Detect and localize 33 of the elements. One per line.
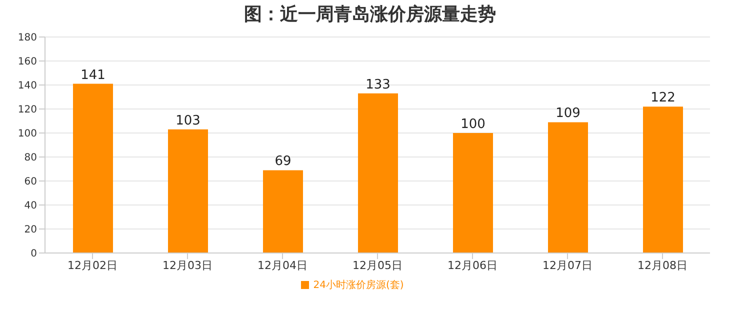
legend-label: 24小时涨价房源(套): [313, 280, 404, 291]
bar: [263, 170, 303, 253]
x-tick-label: 12月07日: [542, 258, 592, 272]
data-label: 100: [460, 117, 486, 132]
y-tick-label: 120: [18, 104, 37, 116]
bar: [73, 84, 113, 253]
y-tick-label: 0: [30, 248, 37, 260]
x-tick-label: 12月05日: [352, 258, 402, 272]
data-label: 122: [650, 90, 676, 106]
bar: [643, 106, 683, 253]
y-tick-label: 40: [24, 200, 37, 212]
y-tick-label: 160: [18, 56, 37, 68]
x-tick-label: 12月08日: [638, 258, 688, 272]
bar: [548, 122, 588, 253]
bar: [358, 93, 398, 253]
x-tick-label: 12月02日: [68, 258, 118, 272]
y-tick-label: 180: [18, 32, 37, 44]
x-tick-label: 12月04日: [258, 258, 308, 272]
x-tick-label: 12月03日: [162, 258, 212, 272]
data-label: 133: [366, 77, 390, 92]
bar: [168, 129, 208, 253]
y-tick-label: 20: [24, 224, 37, 236]
data-label: 103: [176, 113, 200, 128]
chart-title: 图：近一周青岛涨价房源量走势: [243, 3, 497, 27]
x-tick-label: 12月06日: [448, 258, 498, 272]
y-tick-label: 60: [24, 176, 37, 188]
bar: [453, 133, 493, 253]
y-tick-label: 80: [24, 152, 37, 164]
data-label: 109: [556, 106, 580, 122]
data-label: 69: [274, 154, 292, 170]
y-tick-label: 100: [18, 128, 37, 140]
y-tick-label: 140: [18, 80, 37, 92]
data-label: 141: [80, 68, 106, 83]
